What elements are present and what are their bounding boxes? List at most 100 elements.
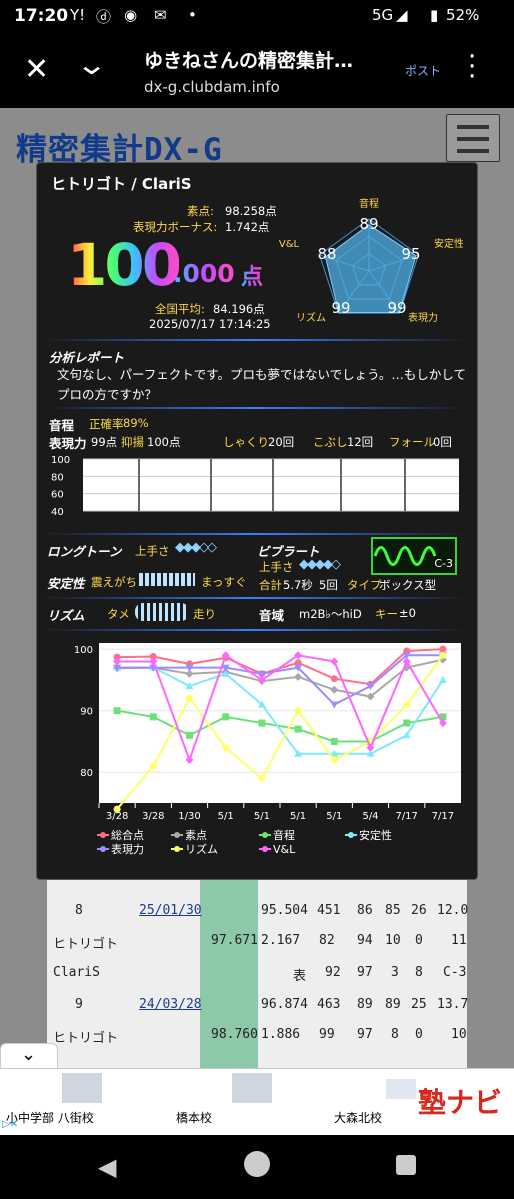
data-point <box>294 651 303 660</box>
shakuri-label: しゃくり <box>223 435 269 449</box>
fall-value: 0回 <box>433 435 452 449</box>
table-row: 8 25/01/30 95.504 451 86 85 26 12.0 <box>75 903 469 918</box>
kobushi-label: こぶし <box>313 435 348 449</box>
data-point <box>113 653 121 661</box>
data-point <box>403 701 411 709</box>
data-point <box>186 731 193 739</box>
data-point <box>439 713 447 721</box>
data-point <box>439 651 447 659</box>
national-average-value: 84.196点 <box>213 302 265 316</box>
hamburger-menu-button[interactable] <box>446 114 500 162</box>
data-point <box>330 701 339 709</box>
mini-chart-plot <box>83 459 459 511</box>
history-y-tick: 90 <box>80 707 93 718</box>
radar-label-vl: V&L <box>279 239 300 250</box>
data-point <box>149 657 158 666</box>
legend-marker <box>174 832 180 838</box>
radar-label-rhythm: リズム <box>296 311 326 324</box>
date-link[interactable]: 24/03/28 <box>139 997 202 1012</box>
radar-label-pitch: 音程 <box>359 197 379 210</box>
history-x-tick: 1/30 <box>178 811 200 822</box>
mini-chart-tick: 40 <box>51 507 64 518</box>
back-icon[interactable]: ◀ <box>98 1153 117 1181</box>
legend-marker <box>174 846 180 852</box>
series-line-音程 <box>116 709 444 743</box>
data-point <box>402 657 411 666</box>
home-icon[interactable] <box>244 1151 270 1177</box>
date-link[interactable]: 25/01/30 <box>139 903 202 918</box>
status-bar: 17:20 Y! ⓓ ◉ ✉ • 5G ◢ ▮ 52% <box>0 0 514 34</box>
mini-chart-tick: 100 <box>51 455 70 466</box>
ad-item: 小中学部 八街校 <box>6 1111 94 1125</box>
more-menu-icon[interactable]: · · · <box>468 42 477 92</box>
ad-banner[interactable]: 小中学部 八街校 橋本校 大森北校 塾ナビ ▷✕ <box>0 1068 514 1135</box>
ad-image <box>386 1079 416 1099</box>
yokuyo-label: 抑揚 <box>121 435 144 449</box>
data-point <box>330 749 339 757</box>
divider <box>43 533 467 535</box>
chevron-down-icon: ⌄ <box>21 1044 37 1065</box>
mini-chart-tick: 80 <box>51 472 64 483</box>
raw-score-label: 素点: <box>187 204 214 218</box>
ad-collapse-button[interactable]: ⌄ <box>0 1043 58 1069</box>
data-point <box>330 675 338 683</box>
analysis-text: 文句なし、パーフェクトです。プロも夢ではないでしょう。…もしかしてプロの方ですか… <box>57 367 467 402</box>
d-icon: ⓓ <box>96 8 112 26</box>
data-point <box>113 805 121 813</box>
vibrato-type-value: ボックス型 <box>379 578 437 592</box>
legend-label: リズム <box>185 842 218 856</box>
status-time: 17:20 <box>14 6 69 26</box>
expression-value: 99点 <box>91 435 118 449</box>
battery-label: 52% <box>446 6 480 24</box>
ad-image <box>232 1073 272 1103</box>
data-point <box>438 655 447 664</box>
recents-icon[interactable] <box>396 1155 416 1175</box>
data-point <box>366 683 375 691</box>
radar-value-rhythm: 99 <box>331 299 350 317</box>
history-x-tick: 3/28 <box>142 811 164 822</box>
stability-right-label: まっすぐ <box>201 575 247 589</box>
series-line-リズム <box>116 654 444 810</box>
android-nav-bar: ◀ <box>0 1135 514 1199</box>
chevron-down-icon[interactable]: ⌄ <box>75 48 109 81</box>
vibrato-waveform: C-3 <box>371 537 457 575</box>
bonus-value: 1.742点 <box>225 220 270 234</box>
history-x-tick: 5/1 <box>290 811 306 822</box>
series-line-表現力 <box>117 654 443 706</box>
shakuri-value: 20回 <box>268 435 295 449</box>
history-x-tick: 5/1 <box>326 811 342 822</box>
vibrato-skill-label: 上手さ <box>259 560 294 574</box>
total-score-integer: 100 <box>67 231 182 299</box>
close-icon[interactable]: ✕ <box>24 52 50 87</box>
table-row: 9 24/03/28 96.874 463 89 89 25 13.7 <box>75 997 469 1012</box>
vibrato-total-label: 合計 <box>259 578 282 592</box>
divider <box>43 597 467 599</box>
data-point <box>258 774 266 782</box>
data-point <box>294 659 302 667</box>
analysis-heading: 分析レポート <box>49 350 125 365</box>
expression-label: 表現力 <box>49 436 87 451</box>
divider <box>43 629 467 631</box>
data-point <box>439 645 447 653</box>
vibrato-type-label: タイプ <box>347 578 382 592</box>
radar-value-stability: 95 <box>401 245 420 263</box>
data-point <box>257 700 266 708</box>
radar-value-pitch: 89 <box>359 215 378 233</box>
mini-chart-tick: 60 <box>51 490 64 501</box>
history-x-tick: 5/1 <box>254 811 270 822</box>
post-button[interactable]: ポスト <box>405 64 442 78</box>
ad-choices-icon[interactable]: ▷✕ <box>2 1119 19 1130</box>
data-point <box>257 670 266 678</box>
rhythm-left-label: タメ <box>107 607 130 621</box>
total-score-unit: 点 <box>241 259 263 291</box>
data-point <box>149 762 157 770</box>
range-label: 音域 <box>259 608 285 623</box>
series-line-素点 <box>117 658 444 698</box>
legend-label: V&L <box>273 843 296 856</box>
data-point <box>403 719 411 727</box>
page-url[interactable]: dx-g.clubdam.info <box>144 78 280 96</box>
longtone-skill-gauge: ◆◆◆◇◇ <box>175 540 217 555</box>
app-icon: ◉ <box>124 6 138 24</box>
data-point <box>294 725 302 733</box>
bonus-label: 表現力ボーナス: <box>133 220 218 234</box>
